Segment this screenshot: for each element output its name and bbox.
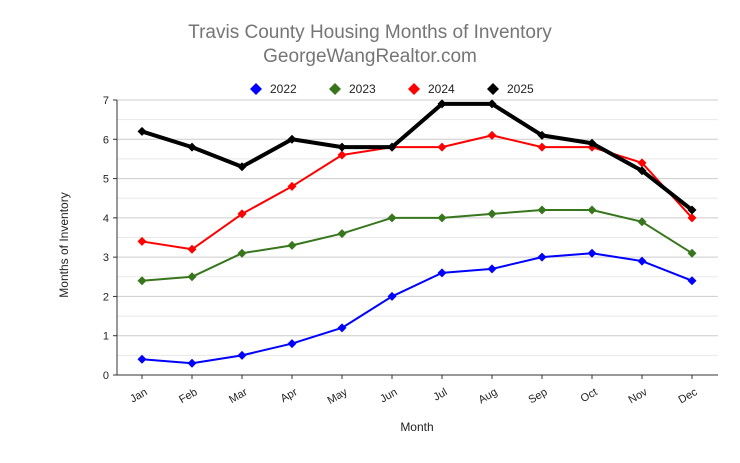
legend-marker-2023 [329,83,341,95]
data-point-2022 [237,350,247,360]
legend-marker-2024 [408,83,420,95]
data-point-2023 [387,213,397,223]
chart-title: Travis County Housing Months of Inventor… [188,22,552,43]
data-point-2024 [637,158,647,168]
x-tick-label: Mar [227,386,250,406]
legend-label-2022: 2022 [270,82,297,96]
y-tick-label: 1 [103,331,109,343]
x-tick-label: Jun [378,386,399,405]
legend-label-2024: 2024 [428,82,455,96]
chart-subtitle: GeorgeWangRealtor.com [263,46,477,67]
data-point-2023 [687,248,697,258]
legend-marker-2022 [250,83,262,95]
data-point-2022 [587,248,597,258]
data-point-2023 [237,248,247,258]
data-point-2022 [287,339,297,349]
legend-label-2023: 2023 [349,82,376,96]
data-point-2023 [187,272,197,282]
data-point-2022 [637,256,647,266]
data-point-2025 [637,166,647,176]
x-tick-label: Nov [627,386,650,406]
x-tick-label: Dec [677,386,700,406]
data-point-2024 [337,150,347,160]
data-point-2024 [437,142,447,152]
data-point-2023 [287,240,297,250]
data-point-2025 [287,134,297,144]
y-tick-label: 0 [103,370,109,382]
data-point-2024 [287,181,297,191]
y-tick-label: 6 [103,134,109,146]
data-point-2025 [487,99,497,109]
data-point-2025 [237,162,247,172]
data-point-2025 [537,130,547,140]
data-point-2023 [437,213,447,223]
series-line-2022 [141,252,693,365]
x-axis-label: Month [400,420,433,434]
data-point-2025 [187,142,197,152]
x-tick-label: May [326,386,350,407]
x-tick-label: Jan [128,386,149,405]
data-point-2025 [587,138,597,148]
data-point-2022 [187,358,197,368]
series-line-2025 [141,101,694,212]
legend-label-2025: 2025 [507,82,534,96]
data-point-2025 [137,126,147,136]
data-point-2023 [537,205,547,215]
data-point-2024 [687,213,697,223]
data-point-2024 [187,244,197,254]
data-point-2024 [137,236,147,246]
data-point-2022 [137,354,147,364]
data-point-2022 [487,264,497,274]
legend-marker-2025 [487,83,499,95]
y-tick-label: 7 [103,95,109,107]
data-point-2022 [687,276,697,286]
data-point-2025 [437,99,447,109]
data-point-2025 [337,142,347,152]
x-tick-label: Apr [279,386,300,405]
data-point-2023 [587,205,597,215]
x-tick-label: Sep [527,386,550,406]
data-point-2023 [637,217,647,227]
data-point-2024 [537,142,547,152]
series-line-2023 [141,209,693,282]
data-point-2023 [137,276,147,286]
data-point-2022 [337,323,347,333]
data-point-2025 [387,142,397,152]
y-tick-label: 4 [103,213,109,225]
y-tick-label: 5 [103,174,109,186]
x-tick-label: Oct [579,386,600,405]
data-point-2024 [237,209,247,219]
x-tick-label: Feb [177,386,199,406]
x-tick-label: Jul [431,386,449,403]
y-axis-label: Months of Inventory [57,192,71,297]
data-point-2022 [537,252,547,262]
data-point-2024 [487,130,497,140]
x-tick-label: Aug [477,386,500,406]
y-tick-label: 2 [103,291,109,303]
data-point-2023 [487,209,497,219]
data-point-2025 [687,205,697,215]
data-point-2022 [437,268,447,278]
y-tick-label: 3 [103,252,109,264]
data-point-2023 [337,229,347,239]
data-point-2022 [387,291,397,301]
